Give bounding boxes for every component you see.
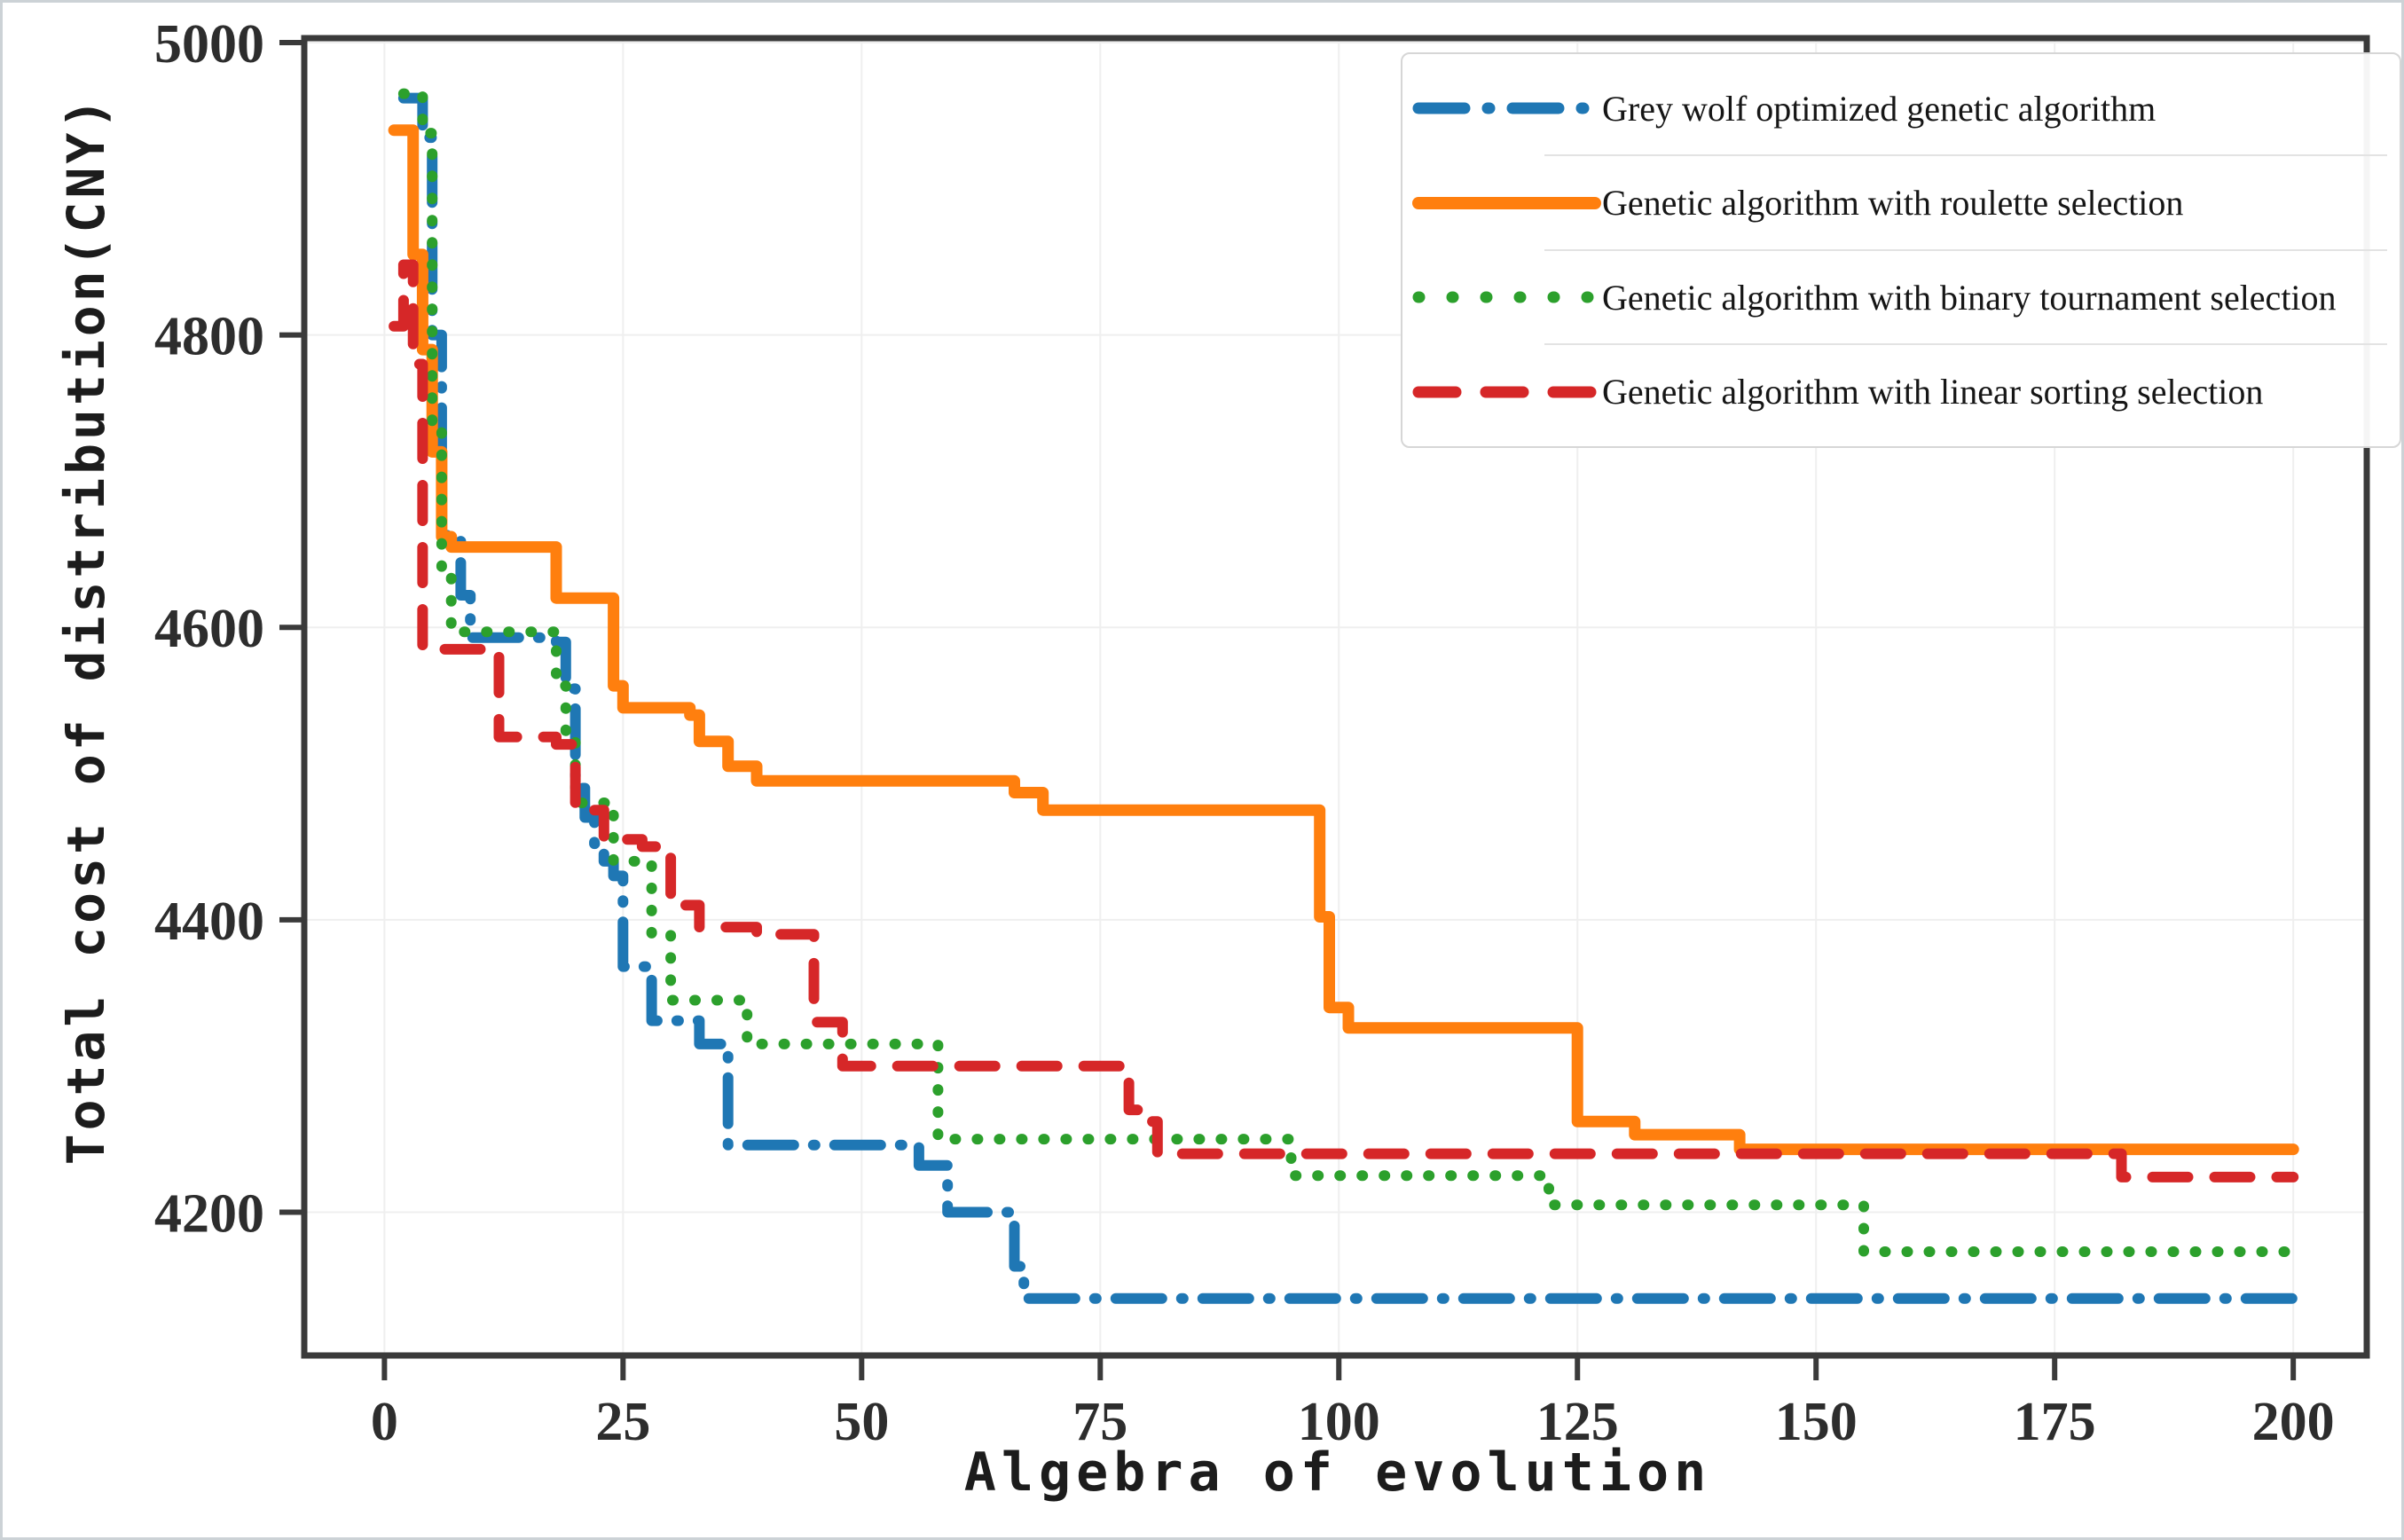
x-tick-label: 150 [1775, 1392, 1858, 1452]
x-tick-label: 50 [834, 1392, 889, 1452]
legend-label: Grey wolf optimized genetic algorithm [1602, 88, 2157, 129]
x-tick-label: 100 [1298, 1392, 1380, 1452]
y-axis-title: Total cost of distribution(CNY) [56, 94, 116, 1166]
x-axis-title: Algebra of evolution [963, 1442, 1712, 1504]
dashed-line-icon [1412, 386, 1601, 398]
series-line-2 [397, 88, 2299, 1257]
solid-line-icon [1412, 196, 1601, 209]
legend-item-roulette: Genetic algorithm with roulette selectio… [1411, 157, 2391, 251]
legend: Grey wolf optimized genetic algorithm Ge… [1401, 52, 2401, 448]
y-tick-label: 4600 [154, 599, 264, 659]
x-tick-label: 75 [1072, 1392, 1127, 1452]
dotted-line-icon [1412, 291, 1601, 303]
legend-label: Genetic algorithm with linear sorting se… [1602, 372, 2264, 412]
y-tick-label: 4800 [154, 307, 264, 367]
dashdot-line-icon [1412, 102, 1601, 114]
legend-label: Genetic algorithm with roulette selectio… [1602, 183, 2184, 224]
y-tick-label: 5000 [154, 14, 264, 75]
plot-frame [301, 35, 2370, 1359]
x-tick-label: 0 [371, 1392, 398, 1452]
x-tick-label: 175 [2014, 1392, 2096, 1452]
x-tick-label: 125 [1536, 1392, 1619, 1452]
y-tick-label: 4200 [154, 1183, 264, 1244]
series-line-3 [389, 259, 2299, 1182]
legend-item-binary-tournament: Genetic algorithm with binary tournament… [1411, 251, 2391, 346]
x-tick-label: 200 [2252, 1392, 2335, 1452]
legend-item-grey-wolf: Grey wolf optimized genetic algorithm [1411, 62, 2391, 157]
x-tick-label: 25 [595, 1392, 650, 1452]
legend-label: Genetic algorithm with binary tournament… [1602, 277, 2337, 318]
y-tick-label: 4400 [154, 892, 264, 952]
series-line-0 [397, 92, 2299, 1304]
legend-item-linear-sorting: Genetic algorithm with linear sorting se… [1411, 346, 2391, 438]
